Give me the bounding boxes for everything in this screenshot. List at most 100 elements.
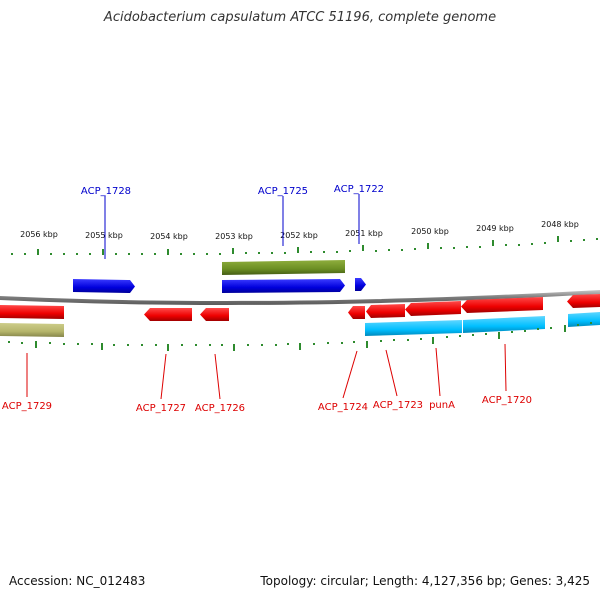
minor-tick [141, 344, 143, 346]
minor-tick [518, 244, 520, 246]
minor-tick [420, 338, 422, 340]
scale-label: 2056 kbp [20, 230, 58, 239]
scale-label: 2055 kbp [85, 231, 123, 240]
gene-arrow-acp-1727[interactable] [144, 308, 192, 321]
forward-cds-feature[interactable] [222, 260, 345, 275]
minor-tick [401, 249, 403, 251]
minor-tick [446, 336, 448, 338]
minor-tick [245, 252, 247, 254]
minor-tick [511, 331, 513, 333]
minor-tick [180, 253, 182, 255]
minor-tick [531, 243, 533, 245]
gene-arrow-acp-1724[interactable] [348, 306, 365, 319]
minor-tick [8, 341, 10, 343]
gene-label-acp-1724[interactable]: ACP_1724 [318, 402, 368, 413]
minor-tick [375, 250, 377, 252]
upper-tick-track [11, 236, 598, 255]
lower-tick-track [8, 322, 592, 351]
minor-tick [128, 253, 130, 255]
minor-tick [570, 240, 572, 242]
label-leader [342, 350, 358, 399]
gene-arrow-acp-1722[interactable] [355, 278, 366, 291]
major-tick [102, 249, 104, 255]
label-leader [385, 349, 398, 397]
gene-label-puna[interactable]: punA [429, 400, 455, 411]
minor-tick [440, 247, 442, 249]
gene-label-acp-1722[interactable]: ACP_1722 [334, 184, 384, 195]
minor-tick [50, 253, 52, 255]
major-tick [427, 243, 429, 249]
major-tick [432, 337, 434, 344]
minor-tick [181, 344, 183, 346]
reverse-cds-feature[interactable] [365, 320, 462, 336]
minor-tick [310, 251, 312, 253]
minor-tick [258, 252, 260, 254]
gene-arrow-acp-1728[interactable] [73, 279, 135, 293]
minor-tick [479, 246, 481, 248]
minor-tick [459, 335, 461, 337]
minor-tick [127, 344, 129, 346]
minor-tick [284, 252, 286, 254]
gene-arrow-acp-1726[interactable] [200, 308, 229, 321]
gene-arrow-acp-1725[interactable] [222, 279, 345, 293]
minor-tick [219, 253, 221, 255]
minor-tick [271, 252, 273, 254]
minor-tick [590, 322, 592, 324]
minor-tick [221, 344, 223, 346]
scale-label: 2053 kbp [215, 232, 253, 241]
minor-tick [596, 238, 598, 240]
gene-arrow-acp-1729[interactable] [0, 305, 64, 319]
minor-tick [154, 253, 156, 255]
reverse-cds-feature[interactable] [463, 316, 545, 333]
gene-label-acp-1726[interactable]: ACP_1726 [195, 403, 245, 414]
scale-label: 2051 kbp [345, 229, 383, 238]
minor-tick [524, 330, 526, 332]
minor-tick [91, 343, 93, 345]
gene-label-acp-1729[interactable]: ACP_1729 [2, 401, 52, 412]
reverse-gene-track [0, 294, 600, 321]
minor-tick [407, 339, 409, 341]
scale-label: 2048 kbp [541, 220, 579, 229]
minor-tick [453, 247, 455, 249]
minor-tick [583, 239, 585, 241]
minor-tick [89, 253, 91, 255]
reverse-cds-feature[interactable] [568, 312, 600, 327]
label-leader [160, 353, 167, 400]
minor-tick [49, 342, 51, 344]
gene-label-acp-1727[interactable]: ACP_1727 [136, 403, 186, 414]
gene-label-acp-1723[interactable]: ACP_1723 [373, 400, 423, 411]
reverse-rna-feature[interactable] [0, 323, 64, 337]
gene-label-acp-1725[interactable]: ACP_1725 [258, 186, 308, 197]
scale-label: 2049 kbp [476, 224, 514, 233]
major-tick [232, 248, 234, 254]
minor-tick [209, 344, 211, 346]
minor-tick [341, 342, 343, 344]
scale-label: 2054 kbp [150, 232, 188, 241]
accession-text: Accession: NC_012483 [9, 574, 146, 588]
reverse-cds-track [365, 312, 600, 336]
minor-tick [21, 342, 23, 344]
minor-tick [466, 246, 468, 248]
major-tick [167, 344, 169, 351]
gene-arrow-acp-1720[interactable] [461, 297, 543, 313]
gene-label-acp-1720[interactable]: ACP_1720 [482, 395, 532, 406]
gene-label-acp-1728[interactable]: ACP_1728 [81, 186, 131, 197]
major-tick [492, 240, 494, 246]
minor-tick [155, 344, 157, 346]
scale-label: 2052 kbp [280, 231, 318, 240]
gene-arrow-offscreen[interactable] [567, 294, 600, 308]
minor-tick [577, 324, 579, 326]
gene-arrow-acp-1723[interactable] [366, 304, 405, 318]
minor-tick [414, 248, 416, 250]
gene-arrow-puna[interactable] [405, 301, 461, 316]
minor-tick [388, 249, 390, 251]
label-leader [214, 353, 221, 400]
minor-tick [505, 244, 507, 246]
major-tick [233, 344, 235, 351]
minor-tick [63, 253, 65, 255]
label-leader [435, 347, 441, 397]
minor-tick [76, 253, 78, 255]
major-tick [297, 247, 299, 253]
minor-tick [349, 250, 351, 252]
